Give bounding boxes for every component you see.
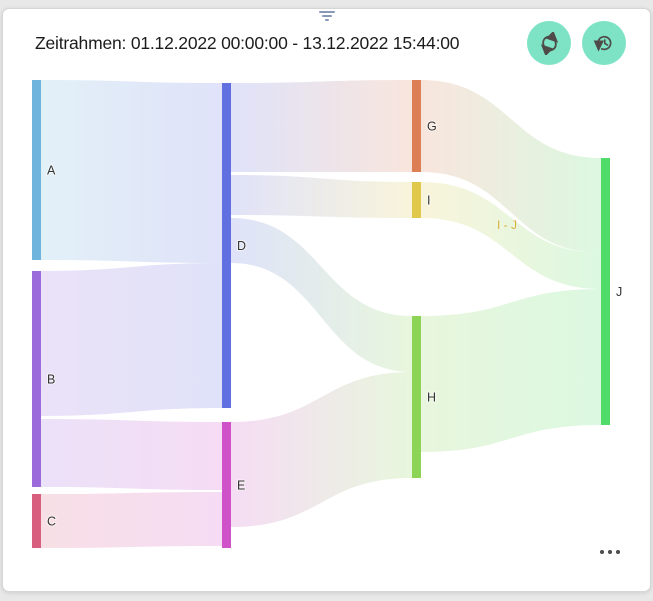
header-buttons xyxy=(527,21,626,65)
sankey-link-h-j[interactable] xyxy=(421,289,601,452)
node-label-j: J xyxy=(616,285,622,299)
node-label-a: A xyxy=(47,164,56,178)
more-options-icon[interactable] xyxy=(597,547,623,557)
sankey-link-a-d[interactable] xyxy=(41,80,222,263)
node-label-g: G xyxy=(427,120,437,134)
dot xyxy=(600,550,604,554)
sankey-node-g[interactable] xyxy=(412,80,421,172)
sankey-node-a[interactable] xyxy=(32,80,41,260)
node-label-b: B xyxy=(47,373,55,387)
link-label-i-j: I - J xyxy=(497,218,517,232)
node-label-c: C xyxy=(47,515,56,529)
refresh-button[interactable] xyxy=(527,21,571,65)
node-label-i: I xyxy=(427,194,430,208)
sankey-link-e-h[interactable] xyxy=(231,372,412,527)
sankey-link-g-j[interactable] xyxy=(421,80,601,253)
node-label-h: H xyxy=(427,391,436,405)
sankey-link-d-h[interactable] xyxy=(231,218,412,372)
sankey-link-d-g[interactable] xyxy=(231,80,412,172)
history-button[interactable] xyxy=(582,21,626,65)
sankey-node-i[interactable] xyxy=(412,182,421,218)
node-label-e: E xyxy=(237,479,245,493)
sankey-node-e[interactable] xyxy=(222,422,231,548)
handle-bar xyxy=(318,11,335,13)
timeframe-title: Zeitrahmen: 01.12.2022 00:00:00 - 13.12.… xyxy=(35,33,460,53)
sankey-link-c-e[interactable] xyxy=(41,492,222,548)
dot xyxy=(616,550,620,554)
refresh-icon xyxy=(538,31,561,55)
handle-bar xyxy=(324,19,329,21)
sankey-link-d-i[interactable] xyxy=(231,175,412,218)
handle-bar xyxy=(321,15,332,17)
history-icon xyxy=(593,32,616,55)
sankey-link-b-e[interactable] xyxy=(41,419,222,490)
sankey-link-b-d[interactable] xyxy=(41,263,222,416)
sankey-node-c[interactable] xyxy=(32,494,41,548)
node-label-d: D xyxy=(237,239,246,253)
sankey-node-j[interactable] xyxy=(601,158,610,425)
sankey-node-b[interactable] xyxy=(32,271,41,487)
filter-drag-handle-icon[interactable] xyxy=(313,9,341,23)
dot xyxy=(608,550,612,554)
sankey-link-i-j[interactable] xyxy=(421,182,601,289)
sankey-node-d[interactable] xyxy=(222,83,231,408)
sankey-node-h[interactable] xyxy=(412,316,421,478)
